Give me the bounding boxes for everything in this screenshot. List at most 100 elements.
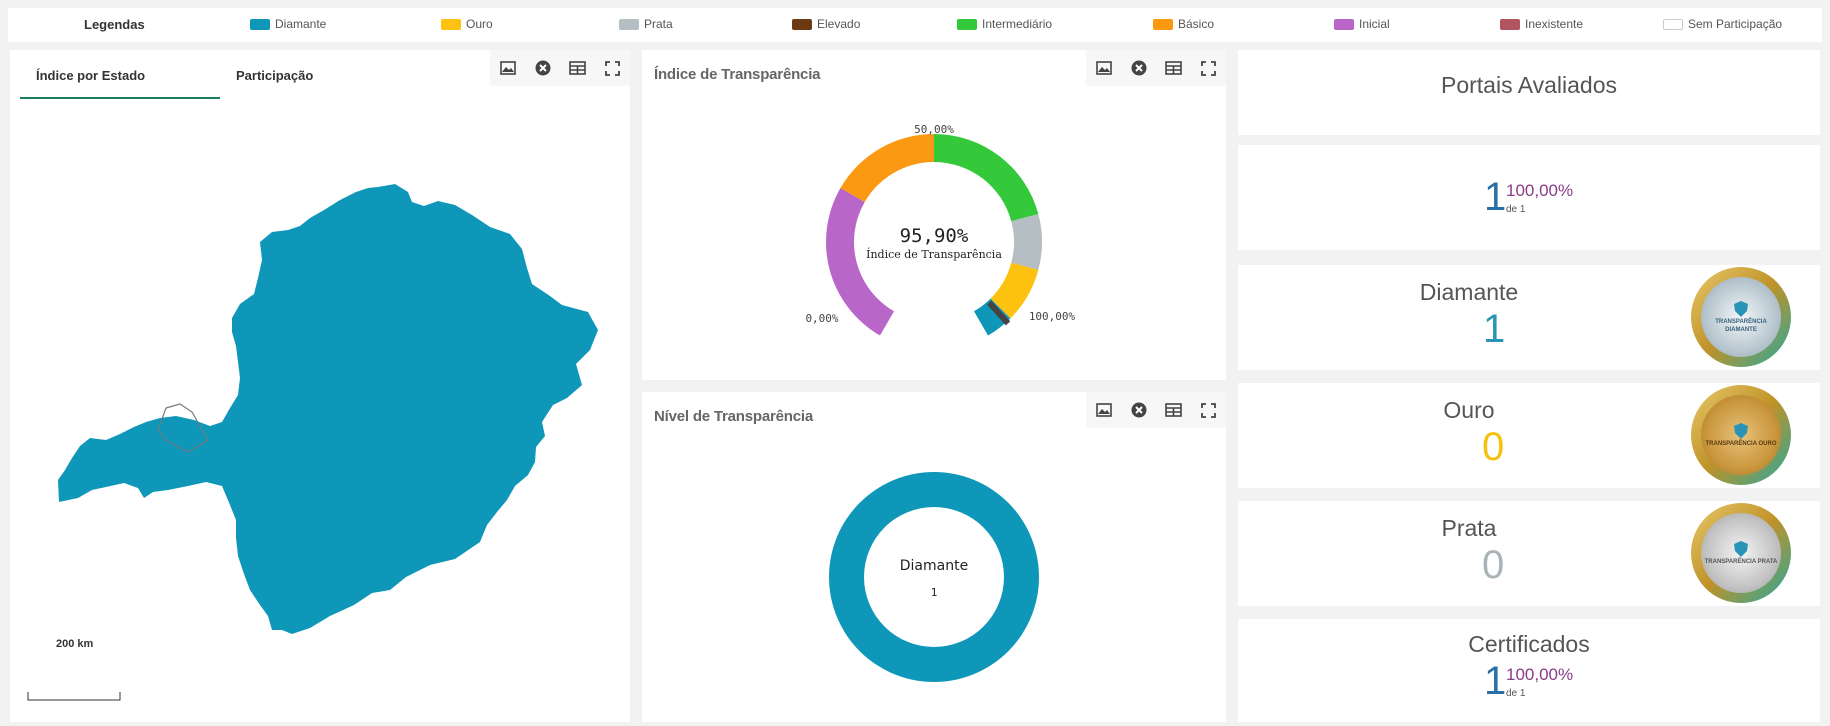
legend-title: Legendas: [84, 17, 145, 32]
table-view-icon[interactable]: [560, 50, 595, 86]
certificados-percent: 100,00%: [1506, 665, 1574, 684]
fullscreen-icon[interactable]: [1191, 392, 1226, 428]
portais-count: 1: [1484, 175, 1507, 219]
donut-center-label: Diamante: [900, 558, 968, 574]
prata-medal: TRANSPARÊNCIA PRATA: [1691, 503, 1791, 603]
diamante-medal-text: TRANSPARÊNCIA DIAMANTE: [1715, 319, 1767, 333]
legend-item[interactable]: Sem Participação: [1663, 17, 1782, 31]
shield-logo-icon: [1734, 423, 1748, 439]
legend-label: Prata: [644, 17, 673, 31]
portais-of: de 1: [1506, 204, 1526, 215]
scale-label: 200 km: [56, 638, 94, 650]
portais-percent: 100,00%: [1506, 181, 1574, 200]
certificados-title: Certificados: [1468, 631, 1590, 657]
legend-swatch: [1334, 18, 1354, 30]
legend-item[interactable]: Intermediário: [957, 17, 1052, 31]
card-portais-count: 1 100,00% de 1: [1238, 145, 1820, 250]
close-circle-icon[interactable]: [525, 50, 560, 86]
legend-item[interactable]: Prata: [619, 17, 673, 31]
image-export-icon[interactable]: [490, 50, 525, 86]
map-panel: Índice por Estado Participação 200 km: [10, 50, 630, 722]
prata-title: Prata: [1441, 515, 1497, 541]
legend-label: Inicial: [1359, 17, 1390, 31]
gauge-caption-text: Índice de Transparência: [866, 247, 1002, 261]
table-view-icon[interactable]: [1156, 392, 1191, 428]
gauge-panel: Índice de Transparência 95,90% Índice de…: [642, 50, 1226, 380]
ouro-medal: TRANSPARÊNCIA OURO: [1691, 385, 1791, 485]
map-toolbar: [490, 50, 630, 86]
image-export-icon[interactable]: [1086, 392, 1121, 428]
card-portais-title: Portais Avaliados: [1238, 50, 1820, 135]
card-diamante: Diamante 1 TRANSPARÊNCIA DIAMANTE: [1238, 265, 1820, 370]
fullscreen-icon[interactable]: [595, 50, 630, 86]
donut-center-value: 1: [931, 586, 938, 599]
close-circle-icon[interactable]: [1121, 50, 1156, 86]
gauge-chart: 95,90% Índice de Transparência 50,00% 0,…: [805, 123, 1076, 336]
ouro-title: Ouro: [1443, 397, 1495, 423]
tab-indice-por-estado[interactable]: Índice por Estado: [36, 68, 146, 83]
certificados-count: 1: [1484, 659, 1507, 703]
shield-logo-icon: [1734, 541, 1748, 557]
legend-swatch: [1153, 18, 1173, 30]
legend-item[interactable]: Elevado: [792, 17, 860, 31]
donut-panel: Nível de Transparência Diamante 1: [642, 392, 1226, 722]
donut-chart: Diamante 1: [829, 472, 1039, 682]
donut-panel-title: Nível de Transparência: [654, 408, 814, 425]
diamante-title: Diamante: [1419, 279, 1519, 305]
prata-count: 0: [1482, 543, 1505, 587]
table-view-icon[interactable]: [1156, 50, 1191, 86]
gauge-panel-title: Índice de Transparência: [654, 66, 821, 83]
gauge-band-prata[interactable]: [1011, 214, 1042, 270]
gauge-band-intermediário[interactable]: [934, 134, 1039, 222]
tab-participacao[interactable]: Participação: [236, 68, 314, 83]
legend-swatch: [619, 18, 639, 30]
legend-swatch: [250, 18, 270, 30]
legend-swatch: [1663, 18, 1683, 30]
certificados-of: de 1: [1506, 688, 1526, 699]
legend-label: Sem Participação: [1688, 17, 1783, 31]
close-circle-icon[interactable]: [1121, 392, 1156, 428]
prata-medal-text: TRANSPARÊNCIA PRATA: [1704, 559, 1778, 565]
state-map[interactable]: [10, 50, 630, 722]
legend-swatch: [441, 18, 461, 30]
state-shape-minas-gerais[interactable]: [58, 184, 598, 634]
gauge-band-inicial[interactable]: [826, 188, 894, 336]
fullscreen-icon[interactable]: [1191, 50, 1226, 86]
legend-swatch: [957, 18, 977, 30]
legend-item[interactable]: Inexistente: [1500, 17, 1583, 31]
legend-label: Básico: [1178, 17, 1215, 31]
legend-swatch: [792, 18, 812, 30]
shield-logo-icon: [1734, 301, 1748, 317]
gauge-label-mid: 50,00%: [914, 123, 954, 136]
legend-label: Intermediário: [982, 17, 1053, 31]
donut-toolbar: [1086, 392, 1226, 428]
donut-slice-diamante[interactable]: [829, 472, 1039, 682]
active-tab-indicator: [20, 97, 220, 99]
gauge-needle: [986, 300, 1011, 326]
gauge-band-ouro[interactable]: [990, 262, 1039, 319]
diamante-medal: TRANSPARÊNCIA DIAMANTE: [1691, 267, 1791, 367]
card-ouro: Ouro 0 TRANSPARÊNCIA OURO: [1238, 383, 1820, 488]
legend-item[interactable]: Inicial: [1334, 17, 1390, 31]
diamante-count: 1: [1483, 307, 1506, 351]
image-export-icon[interactable]: [1086, 50, 1121, 86]
card-certificados: Certificados 1 100,00% de 1: [1238, 619, 1820, 722]
legend-item[interactable]: Diamante: [250, 17, 326, 31]
legend-label: Diamante: [275, 17, 327, 31]
gauge-band-básico[interactable]: [840, 134, 934, 202]
legend-label: Elevado: [817, 17, 861, 31]
legend-item[interactable]: Ouro: [441, 17, 493, 31]
ouro-medal-text: TRANSPARÊNCIA OURO: [1705, 441, 1777, 447]
portais-title: Portais Avaliados: [1440, 72, 1617, 98]
legend-label: Inexistente: [1525, 17, 1584, 31]
legend-item[interactable]: Básico: [1153, 17, 1214, 31]
municipality-outline[interactable]: [157, 403, 209, 453]
gauge-label-max: 100,00%: [1029, 310, 1076, 323]
scale-bar: [27, 692, 121, 701]
legend-label: Ouro: [466, 17, 493, 31]
gauge-band-diamante[interactable]: [974, 298, 1011, 336]
card-prata: Prata 0 TRANSPARÊNCIA PRATA: [1238, 501, 1820, 606]
legend-bar: Legendas Diamante Ouro Prata Elevado Interme…: [8, 8, 1822, 42]
gauge-value-text: 95,90%: [900, 225, 969, 247]
gauge-toolbar: [1086, 50, 1226, 86]
